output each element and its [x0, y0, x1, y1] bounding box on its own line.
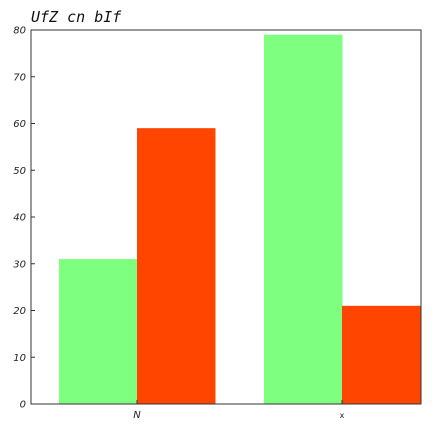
y-tick-label: 0	[20, 400, 26, 411]
x-tick-label: x	[340, 411, 345, 420]
y-tick-label: 50	[13, 166, 26, 177]
plot-frame	[30, 29, 422, 405]
y-tick-label: 40	[13, 213, 26, 224]
bar-N-series-1	[59, 259, 138, 404]
y-tick-label: 30	[13, 259, 26, 270]
bar-N-series-2	[137, 128, 216, 405]
y-tick-label: 80	[13, 26, 26, 37]
y-tick-label: 70	[13, 72, 26, 83]
y-tick-label: 20	[13, 306, 26, 317]
y-tick-label: 60	[13, 119, 26, 130]
bar-x-series-1	[264, 34, 343, 405]
x-tick-label: N	[133, 410, 141, 421]
y-tick-label: 10	[13, 353, 26, 364]
bar-x-series-2	[342, 305, 421, 404]
chart-title: UfZ cn bIf	[31, 8, 122, 26]
bars-group	[59, 34, 421, 405]
y-axis: 0 10 20 30 40 50 60 70 80	[13, 26, 35, 411]
